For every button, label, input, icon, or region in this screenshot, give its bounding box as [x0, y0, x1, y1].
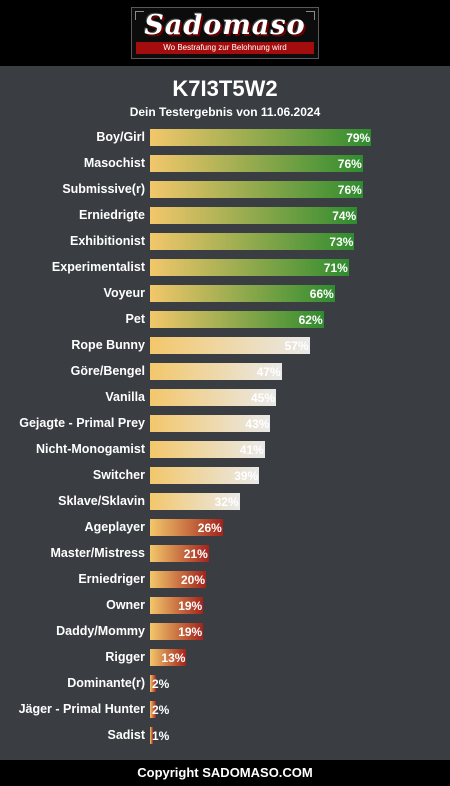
bar-label: Masochist	[83, 156, 145, 170]
bar	[150, 129, 372, 146]
bar-label: Boy/Girl	[96, 130, 145, 144]
bar-label: Vanilla	[105, 390, 145, 404]
bar-label: Erniedriger	[78, 572, 145, 586]
bar-label: Jäger - Primal Hunter	[18, 702, 145, 716]
bar	[150, 597, 204, 614]
bar-label: Rigger	[105, 650, 145, 664]
result-subtitle: Dein Testergebnis von 11.06.2024	[129, 105, 321, 119]
bar-value-label: 76%	[337, 183, 362, 197]
bar-value-label: 13%	[161, 651, 186, 665]
bar	[150, 311, 324, 328]
bar-label: Sadist	[107, 728, 145, 742]
bar	[150, 727, 153, 744]
bar-label: Switcher	[92, 468, 145, 482]
bar-label: Göre/Bengel	[70, 364, 145, 378]
bar	[150, 285, 335, 302]
bar-value-label: 21%	[183, 547, 208, 561]
bar	[150, 701, 156, 718]
bar-label: Gejagte - Primal Prey	[19, 416, 145, 430]
bar-label: Sklave/Sklavin	[58, 494, 145, 508]
bar	[150, 519, 223, 536]
logo-tagline: Wo Bestrafung zur Belohnung wird	[136, 42, 314, 54]
bar	[150, 623, 204, 640]
bar-value-label: 19%	[178, 599, 203, 613]
bar	[150, 181, 363, 198]
header-bar: Sadomaso Wo Bestrafung zur Belohnung wir…	[0, 0, 450, 66]
bar-value-label: 2%	[152, 703, 170, 717]
bar-value-label: 39%	[234, 469, 259, 483]
bar	[150, 649, 187, 666]
logo-wordmark: Sadomaso	[144, 10, 306, 41]
bar-label: Exhibitionist	[70, 234, 145, 248]
bar-value-label: 2%	[152, 677, 170, 691]
bar	[150, 337, 310, 354]
bar-label: Experimentalist	[51, 260, 145, 274]
bar	[150, 363, 282, 380]
bar-label: Erniedrigte	[79, 208, 145, 222]
bar	[150, 207, 358, 224]
bar-label: Voyeur	[103, 286, 145, 300]
bar-value-label: 47%	[256, 365, 281, 379]
bar-label: Submissive(r)	[62, 182, 145, 196]
logo-ornament	[306, 11, 315, 20]
bar	[150, 675, 156, 692]
bar-label: Owner	[106, 598, 145, 612]
bar-value-label: 20%	[181, 573, 206, 587]
bar-label: Rope Bunny	[71, 338, 145, 352]
bar-value-label: 79%	[346, 131, 371, 145]
footer-bar: Copyright SADOMASO.COM	[0, 760, 450, 786]
bar	[150, 467, 260, 484]
bar-value-label: 76%	[337, 157, 362, 171]
bar-label: Pet	[125, 312, 145, 326]
bar-value-label: 73%	[329, 235, 354, 249]
bar	[150, 415, 271, 432]
bar	[150, 493, 240, 510]
bar-value-label: 66%	[309, 287, 334, 301]
bar-value-label: 62%	[298, 313, 323, 327]
bar	[150, 233, 355, 250]
bar	[150, 259, 349, 276]
bar-label: Nicht-Monogamist	[35, 442, 145, 456]
bar-label: Ageplayer	[84, 520, 145, 534]
bar-value-label: 74%	[332, 209, 357, 223]
bar-value-label: 41%	[239, 443, 264, 457]
result-title: K7I3T5W2	[172, 76, 278, 101]
bar	[150, 441, 265, 458]
bar-value-label: 19%	[178, 625, 203, 639]
bar-value-label: 57%	[284, 339, 309, 353]
bar-value-label: 45%	[251, 391, 276, 405]
bar-label: Master/Mistress	[50, 546, 146, 560]
bar	[150, 545, 209, 562]
logo-ornament	[135, 11, 144, 20]
bar	[150, 389, 276, 406]
bar-value-label: 26%	[197, 521, 222, 535]
bar-value-label: 43%	[245, 417, 270, 431]
copyright-text: Copyright SADOMASO.COM	[137, 765, 313, 780]
bar-label: Dominante(r)	[67, 676, 145, 690]
bar-label: Daddy/Mommy	[56, 624, 145, 638]
bar	[150, 571, 206, 588]
sadomaso-logo[interactable]: Sadomaso Wo Bestrafung zur Belohnung wir…	[131, 7, 319, 59]
bar	[150, 155, 363, 172]
bar-value-label: 71%	[323, 261, 348, 275]
bar-value-label: 1%	[152, 729, 170, 743]
bar-value-label: 32%	[214, 495, 239, 509]
